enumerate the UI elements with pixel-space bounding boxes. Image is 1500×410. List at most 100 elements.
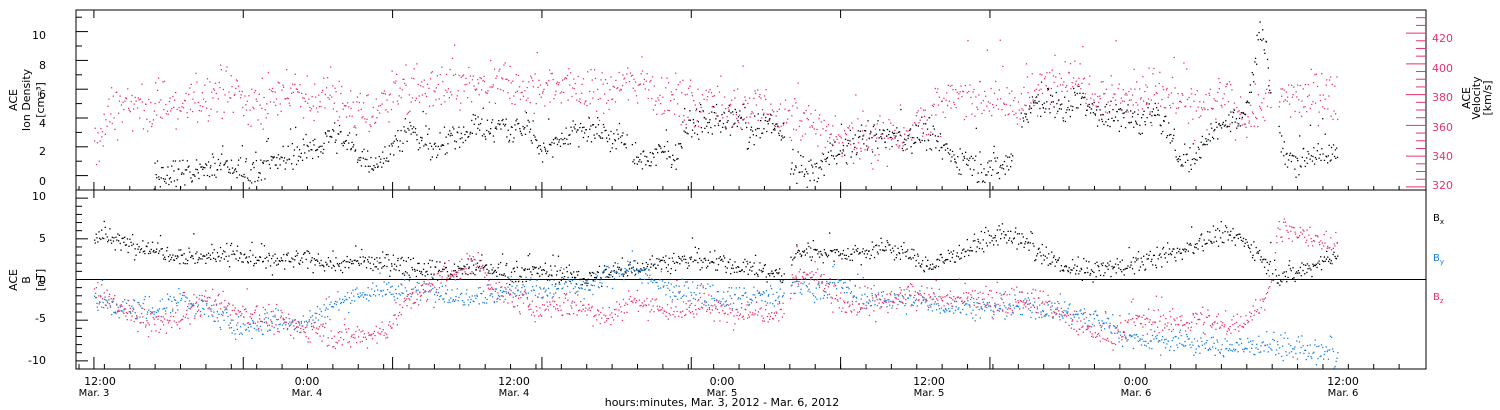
data-point-velocity [500, 88, 502, 91]
data-point-density [592, 124, 595, 126]
data-point-bx [508, 278, 510, 280]
data-point-bx [946, 259, 948, 261]
legend-by-sub: y [1440, 258, 1444, 266]
data-point-velocity [1058, 73, 1061, 75]
data-point-velocity [1035, 97, 1037, 99]
data-point-bx [698, 248, 700, 250]
data-point-bx [1207, 231, 1209, 233]
data-point-bx [872, 248, 874, 251]
data-point-bx [1298, 272, 1301, 274]
data-point-density [1147, 107, 1149, 109]
data-point-bx [617, 266, 619, 268]
data-point-by [299, 324, 301, 326]
data-point-velocity [1204, 108, 1206, 110]
data-point-density [180, 186, 182, 188]
data-point-density [406, 140, 408, 142]
data-point-bx [1220, 221, 1222, 223]
data-point-bx [848, 255, 850, 258]
data-point-velocity [555, 90, 557, 92]
data-point-density [436, 156, 438, 159]
data-point-velocity [1120, 102, 1122, 104]
data-point-velocity [730, 103, 732, 106]
data-point-by [348, 297, 351, 299]
data-point-velocity [350, 90, 352, 92]
data-point-bx [611, 275, 614, 278]
data-point-bx [292, 266, 295, 268]
data-point-bx [1112, 266, 1115, 268]
data-point-density [708, 121, 710, 124]
data-point-density [851, 151, 853, 153]
data-point-density [367, 150, 369, 152]
data-point-by [356, 287, 358, 289]
data-point-velocity [716, 85, 719, 87]
data-point-bx [1024, 241, 1027, 243]
data-point-density [820, 168, 823, 170]
data-point-bx [1060, 265, 1062, 267]
data-point-bx [1089, 274, 1091, 276]
data-point-by [147, 311, 149, 313]
data-point-velocity [1252, 113, 1254, 115]
data-point-by [388, 282, 390, 284]
data-point-bx [255, 256, 257, 259]
data-point-density [1209, 140, 1211, 142]
data-point-density [275, 164, 277, 166]
data-point-bx [1126, 267, 1128, 269]
data-point-velocity [533, 112, 535, 114]
data-point-by [465, 293, 467, 295]
data-point-bx [705, 259, 707, 261]
data-point-density [859, 135, 861, 138]
data-point-bx [580, 278, 582, 281]
data-point-bx [893, 259, 896, 261]
data-point-bx [917, 255, 919, 257]
data-point-density [193, 174, 195, 176]
data-point-velocity [604, 79, 607, 81]
data-point-bx [120, 249, 122, 251]
data-point-density [1037, 94, 1039, 96]
data-point-bx [1146, 253, 1148, 255]
data-point-bx [430, 266, 432, 268]
data-point-velocity [847, 126, 849, 129]
data-point-velocity [1212, 108, 1214, 110]
data-point-velocity [822, 128, 824, 130]
data-point-bx [978, 247, 981, 250]
data-point-density [930, 149, 933, 151]
data-point-density [756, 127, 759, 130]
data-point-density [166, 174, 168, 176]
data-point-velocity [561, 91, 563, 93]
data-point-density [1311, 160, 1314, 162]
data-point-density [1238, 117, 1241, 119]
data-point-bx [1251, 257, 1254, 259]
data-point-bx [1020, 242, 1022, 244]
data-point-bx [228, 255, 230, 257]
data-point-density [1309, 124, 1312, 126]
data-point-density [1103, 123, 1105, 126]
data-point-velocity [534, 73, 536, 75]
data-point-velocity [1238, 110, 1240, 112]
data-point-density [1152, 108, 1155, 110]
data-point-by [362, 296, 365, 298]
data-point-velocity [860, 147, 862, 150]
data-point-velocity [1331, 83, 1333, 86]
data-point-bx [1238, 233, 1240, 235]
data-point-bx [557, 255, 560, 257]
data-point-bx [996, 229, 998, 231]
data-point-velocity [1089, 75, 1091, 77]
data-point-bx [1069, 272, 1072, 274]
data-point-velocity [601, 72, 603, 74]
data-point-density [153, 188, 155, 190]
data-point-velocity [442, 81, 444, 83]
data-point-density [1336, 156, 1339, 158]
data-point-bx [266, 256, 268, 258]
data-point-velocity [904, 133, 906, 135]
data-point-density [653, 156, 655, 158]
data-point-density [156, 177, 158, 179]
data-point-velocity [1025, 104, 1027, 107]
data-point-density [811, 164, 813, 166]
data-point-bx [544, 262, 546, 264]
data-point-density [987, 162, 989, 164]
data-point-density [853, 143, 855, 145]
data-point-velocity [976, 106, 978, 108]
data-point-bx [953, 261, 956, 263]
data-point-density [682, 121, 684, 123]
data-point-bx [1319, 263, 1321, 265]
